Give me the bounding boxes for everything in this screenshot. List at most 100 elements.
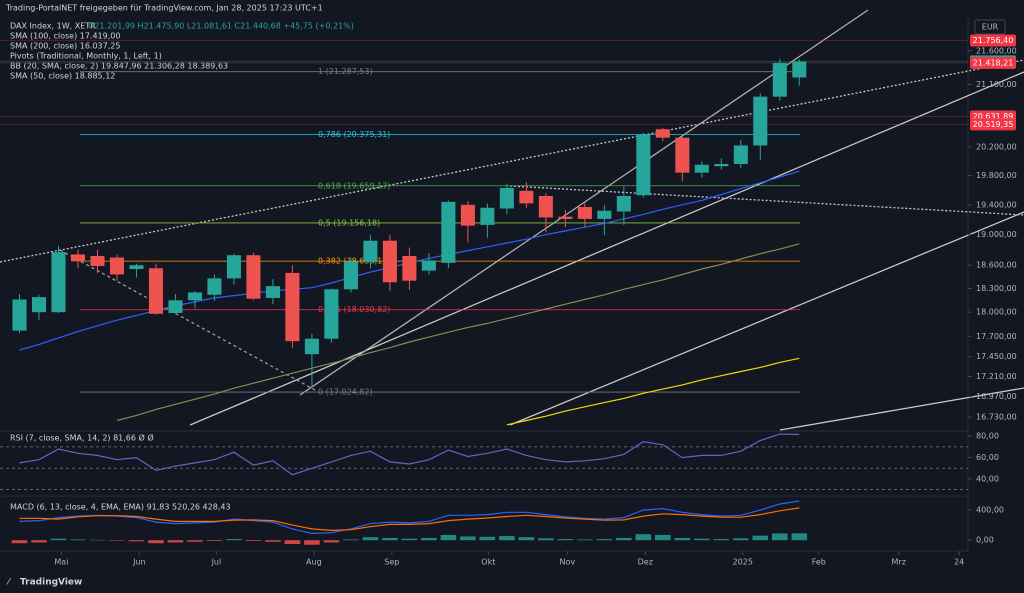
price-label: 20.631,89 bbox=[973, 112, 1014, 121]
macd-histogram-bar bbox=[538, 538, 554, 541]
macd-histogram-bar bbox=[343, 539, 359, 541]
indicator-label: BB (20, SMA, close, 2) 19.847,96 21.306,… bbox=[10, 62, 228, 71]
candle-body bbox=[714, 164, 729, 167]
y-tick-label: 18.000,00 bbox=[976, 308, 1017, 317]
y-tick-label: 20.200,00 bbox=[976, 142, 1017, 151]
macd-histogram-bar bbox=[382, 537, 398, 541]
candle-body bbox=[168, 300, 183, 313]
rsi-line bbox=[19, 433, 800, 476]
trend-line bbox=[189, 71, 1024, 426]
candle-body bbox=[597, 210, 612, 219]
ohlc: O21.201,99 H21.475,90 L21.081,61 C21.440… bbox=[88, 22, 354, 31]
price-label-box bbox=[970, 118, 1016, 131]
rsi-label: RSI (7, close, SMA, 14, 2) 81,66 Ø Ø bbox=[10, 433, 154, 443]
chart-title: DAX Index, 1W, XETR bbox=[10, 22, 96, 31]
candle-body bbox=[402, 255, 417, 281]
macd-histogram-bar bbox=[128, 540, 145, 542]
macd-histogram-bar bbox=[284, 540, 301, 544]
brand-logo: ⁄ bbox=[6, 578, 12, 588]
fib-label: 0,236 (18.030,82) bbox=[318, 305, 390, 314]
x-tick-label: Jul bbox=[211, 558, 222, 567]
candle-body bbox=[382, 240, 397, 283]
macd-histogram-bar bbox=[752, 535, 769, 541]
candle-body bbox=[753, 96, 768, 146]
macd-histogram-bar bbox=[557, 539, 574, 541]
x-tick-label: Okt bbox=[481, 558, 495, 567]
indicator-label: SMA (50, close) 18.885,12 bbox=[10, 72, 115, 81]
candle-body bbox=[187, 292, 202, 301]
macd-histogram-bar bbox=[674, 537, 691, 541]
fib-label: 1 (21.287,53) bbox=[318, 67, 373, 76]
y-tick-label: 400,00 bbox=[976, 506, 1004, 515]
candle-body bbox=[12, 299, 27, 331]
y-tick-label: 17.210,00 bbox=[976, 372, 1017, 381]
x-tick-label: Sep bbox=[384, 558, 399, 567]
macd-histogram-bar bbox=[265, 540, 281, 542]
candle-body bbox=[694, 164, 709, 173]
y-tick-label: 19.000,00 bbox=[976, 230, 1017, 239]
macd-histogram-bar bbox=[167, 540, 184, 543]
macd-histogram-bar bbox=[440, 534, 457, 541]
macd-histogram-bar bbox=[245, 540, 262, 541]
overlay-line bbox=[506, 357, 800, 426]
price-label: 21.418,21 bbox=[973, 58, 1014, 67]
candle-body bbox=[733, 145, 748, 165]
price-label-box bbox=[970, 34, 1016, 47]
macd-histogram-bar bbox=[89, 539, 106, 541]
candle-body bbox=[226, 255, 241, 279]
y-tick-label: 18.300,00 bbox=[976, 284, 1017, 293]
y-tick-label: 17.700,00 bbox=[976, 332, 1017, 341]
y-tick-label: 60,00 bbox=[976, 453, 999, 462]
trend-line bbox=[59, 249, 316, 391]
y-tick-label: 19.800,00 bbox=[976, 171, 1017, 180]
indicator-label: SMA (200, close) 16.037,25 bbox=[10, 42, 120, 51]
trend-lines bbox=[0, 9, 1024, 431]
signal-line bbox=[19, 507, 800, 532]
x-tick-label: 2025 bbox=[733, 558, 753, 567]
macd-histogram-bar bbox=[304, 540, 320, 545]
fib-label: 0,5 (19.156,18) bbox=[318, 218, 380, 227]
macd-histogram-bar bbox=[206, 540, 223, 541]
candle-body bbox=[207, 278, 222, 295]
macd-line bbox=[19, 500, 800, 535]
y-tick-label: 0,00 bbox=[976, 536, 994, 545]
trend-line bbox=[509, 185, 1024, 216]
source: Trading-PortalNET freigegeben für Tradin… bbox=[5, 4, 323, 13]
y-tick-label: 19.400,00 bbox=[976, 200, 1017, 209]
candle-body bbox=[519, 190, 534, 204]
y-tick-label: 18.600,00 bbox=[976, 261, 1017, 270]
candle-body bbox=[792, 61, 807, 78]
y-tick-label: 40,00 bbox=[976, 474, 999, 483]
candle-body bbox=[285, 272, 300, 342]
y-tick-label: 80,00 bbox=[976, 432, 999, 441]
y-tick-label: 17.450,00 bbox=[976, 352, 1017, 361]
macd-histogram-bar bbox=[499, 536, 515, 541]
candle-body bbox=[304, 338, 319, 355]
candle-body bbox=[343, 261, 358, 290]
x-tick-label: Nov bbox=[559, 558, 575, 567]
macd-histogram-bar bbox=[323, 540, 340, 543]
candle-body bbox=[324, 289, 339, 339]
y-tick-label: 21.100,00 bbox=[976, 80, 1017, 89]
candle-body bbox=[655, 129, 670, 138]
macd-histogram-bar bbox=[401, 538, 418, 541]
candle-body bbox=[636, 134, 651, 196]
candle-body bbox=[129, 265, 144, 270]
x-tick-label: Dez bbox=[638, 558, 653, 567]
trend-line bbox=[779, 387, 1024, 431]
price-label-box bbox=[970, 56, 1016, 69]
candle-body bbox=[51, 252, 66, 313]
macd-histogram-bar bbox=[421, 537, 437, 541]
macd-histogram-bar bbox=[50, 538, 67, 541]
trend-line bbox=[509, 211, 1024, 426]
candle-body bbox=[90, 255, 105, 266]
x-tick-label: 24 bbox=[954, 558, 964, 567]
currency: EUR bbox=[982, 23, 999, 32]
currency-box bbox=[974, 19, 1006, 35]
trend-line bbox=[0, 59, 1024, 263]
candle-body bbox=[558, 216, 573, 219]
candle-body bbox=[577, 207, 592, 219]
